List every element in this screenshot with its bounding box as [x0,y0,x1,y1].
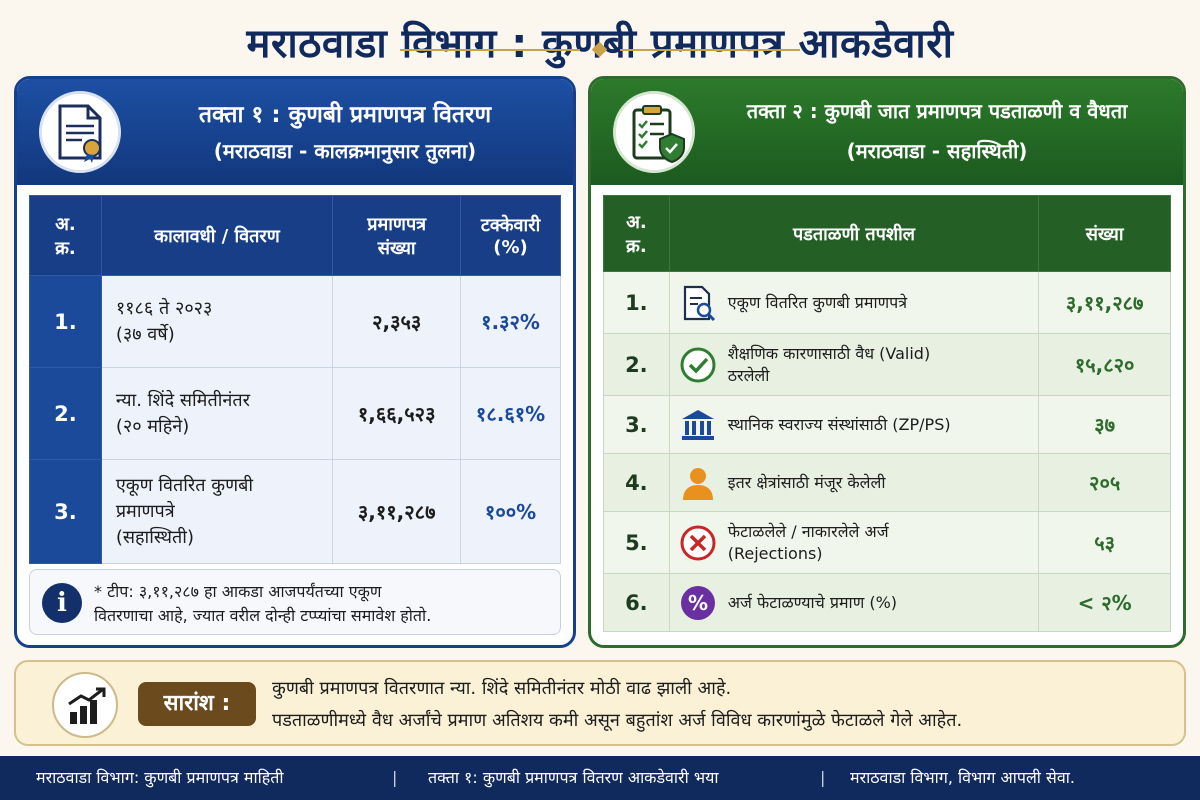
svg-text:%: % [688,591,708,615]
summary-line-1: कुणबी प्रमाणपत्र वितरणात न्या. शिंदे समि… [272,678,732,699]
row-number: 1. [603,271,670,334]
row-count: १५,८२० [1038,333,1171,396]
row-number: 6. [603,573,670,632]
page-header: मराठवाडा विभाग : कुणबी प्रमाणपत्र आकडेवा… [0,0,1200,78]
summary-label: सारांश : [138,682,256,726]
check-circle-icon [678,345,718,385]
footer-part-2: तक्ता १: कुणबी प्रमाणपत्र वितरण आकडेवारी… [428,768,719,787]
person-icon [678,463,718,503]
row-count: २,३५३ [332,275,462,368]
row-detail: एकूण वितरित कुणबी प्रमाणपत्रे [668,271,1040,334]
row-number: 3. [603,395,670,454]
table1-panel: तक्ता १ : कुणबी प्रमाणपत्र वितरण (मराठवा… [14,76,576,648]
row-percent: १.३२% [460,275,561,368]
table1-col-period: कालावधी / वितरण [100,195,334,276]
table-row: 2. न्या. शिंदे समितीनंतर (२० महिने) १,६६,… [29,367,561,460]
row-detail: % अर्ज फेटाळण्याचे प्रमाण (%) [668,573,1040,632]
table2-col-detail: पडताळणी तपशील [668,195,1040,272]
table1-subtitle: (मराठवाडा - कालक्रमानुसार तुलना) [213,139,477,163]
row-number: 2. [29,367,102,460]
table-row: 3. स्थानिक स्वराज्य संस्थांसाठी (ZP/PS) … [603,395,1171,454]
row-detail: इतर क्षेत्रांसाठी मंजूर केलेली [668,453,1040,512]
table1-col-sn: अ. क्र. [29,195,102,276]
row-period: एकूण वितरित कुणबी प्रमाणपत्रे (सहास्थिती) [100,459,334,564]
row-percent: १८.६१% [460,367,561,460]
note-line-2: वितरणाचा आहे, ज्यात वरील दोन्ही टप्प्यां… [94,606,432,625]
bar-chart-growth-icon [52,672,118,738]
certificate-document-icon [39,91,121,173]
footer-bar: मराठवाडा विभाग: कुणबी प्रमाणपत्र माहिती … [0,756,1200,800]
summary-line-2: पडताळणीमध्ये वैध अर्जांचे प्रमाण अतिशय क… [272,710,963,731]
table2: अ. क्र. पडताळणी तपशील संख्या 1. एकूण वितर… [603,195,1171,632]
cross-circle-icon [678,523,718,563]
clipboard-check-shield-icon [613,91,695,173]
row-count: ३,११,२८७ [332,459,462,564]
footer-separator: | [820,768,826,787]
table1-note: i * टीप: ३,११,२८७ हा आकडा आजपर्यंतच्या ए… [29,569,561,635]
row-period: ११८६ ते २०२३ (३७ वर्षे) [100,275,334,368]
table2-header: तक्ता २ : कुणबी जात प्रमाणपत्र पडताळणी व… [591,79,1183,185]
document-search-icon [678,283,718,323]
row-percent: १००% [460,459,561,564]
table-row: 2. शैक्षणिक कारणासाठी वैध (Valid) ठरलेली … [603,333,1171,396]
government-building-icon [678,405,718,445]
table2-panel: तक्ता २ : कुणबी जात प्रमाणपत्र पडताळणी व… [588,76,1186,648]
table-row: 6. % अर्ज फेटाळण्याचे प्रमाण (%) < २% [603,573,1171,632]
footer-separator: | [392,768,398,787]
row-number: 2. [603,333,670,396]
table-row: 3. एकूण वितरित कुणबी प्रमाणपत्रे (सहास्थित… [29,459,561,564]
table1-col-pct: टक्केवारी (%) [460,195,561,276]
percent-icon: % [678,583,718,623]
table-row: 1. एकूण वितरित कुणबी प्रमाणपत्रे ३,११,२८… [603,271,1171,334]
table1-header: तक्ता १ : कुणबी प्रमाणपत्र वितरण (मराठवा… [17,79,573,185]
table-row: 5. फेटाळलेले / नाकारलेले अर्ज (Rejections… [603,511,1171,574]
table2-col-count: संख्या [1038,195,1171,272]
row-detail: स्थानिक स्वराज्य संस्थांसाठी (ZP/PS) [668,395,1040,454]
summary-box: सारांश : कुणबी प्रमाणपत्र वितरणात न्या. … [14,660,1186,746]
row-period: न्या. शिंदे समितीनंतर (२० महिने) [100,367,334,460]
table-row: 1. ११८६ ते २०२३ (३७ वर्षे) २,३५३ १.३२% [29,275,561,368]
row-count: < २% [1038,573,1171,632]
note-line-1: * टीप: ३,११,२८७ हा आकडा आजपर्यंतच्या एकू… [94,582,382,601]
row-count: ५३ [1038,511,1171,574]
row-count: १,६६,५२३ [332,367,462,460]
row-number: 4. [603,453,670,512]
row-count: २०५ [1038,453,1171,512]
table1-col-count: प्रमाणपत्र संख्या [332,195,462,276]
row-count: ३,११,२८७ [1038,271,1171,334]
table2-title: तक्ता २ : कुणबी जात प्रमाणपत्र पडताळणी व… [746,99,1128,123]
row-count: ३७ [1038,395,1171,454]
table2-header-row: अ. क्र. पडताळणी तपशील संख्या [603,195,1171,272]
footer-part-1: मराठवाडा विभाग: कुणबी प्रमाणपत्र माहिती [36,768,284,787]
info-icon: i [42,583,82,623]
table2-col-sn: अ. क्र. [603,195,670,272]
row-number: 1. [29,275,102,368]
table1-header-row: अ. क्र. कालावधी / वितरण प्रमाणपत्र संख्या … [29,195,561,276]
row-number: 3. [29,459,102,564]
footer-part-3: मराठवाडा विभाग, विभाग आपली सेवा. [850,768,1075,787]
table1-title: तक्ता १ : कुणबी प्रमाणपत्र वितरण [198,102,492,128]
row-detail: शैक्षणिक कारणासाठी वैध (Valid) ठरलेली [668,333,1040,396]
row-detail: फेटाळलेले / नाकारलेले अर्ज (Rejections) [668,511,1040,574]
table2-subtitle: (मराठवाडा - सहास्थिती) [846,139,1028,163]
table-row: 4. इतर क्षेत्रांसाठी मंजूर केलेली २०५ [603,453,1171,512]
row-number: 5. [603,511,670,574]
table1: अ. क्र. कालावधी / वितरण प्रमाणपत्र संख्या … [29,195,561,564]
title-ornament [400,41,800,58]
